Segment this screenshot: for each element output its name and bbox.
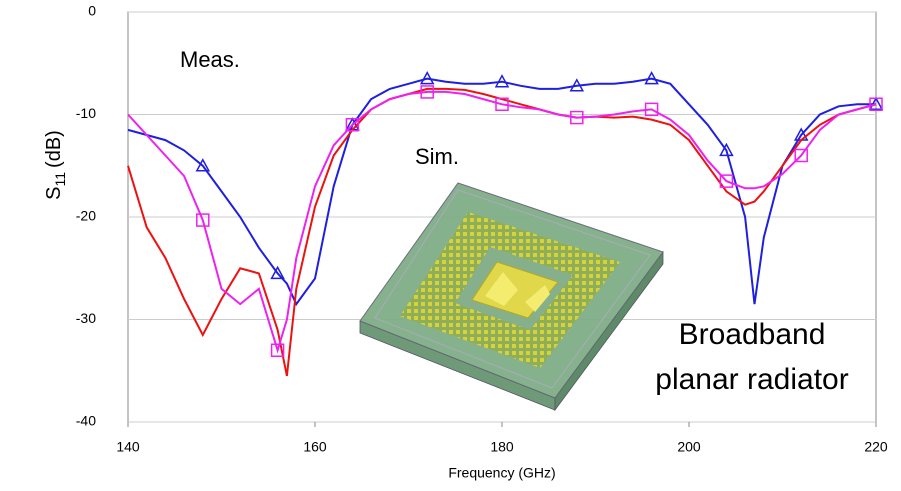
y-label-subscript: 11: [52, 172, 68, 187]
annotation: Meas.: [180, 47, 240, 72]
annotation: Broadband: [679, 318, 826, 351]
x-axis-label: Frequency (GHz): [448, 465, 555, 481]
y-tick-label: 0: [88, 3, 96, 19]
y-tick-label: -10: [76, 105, 96, 121]
y-tick-label: -40: [76, 413, 96, 429]
y-label-unit: (dB): [43, 130, 65, 168]
y-axis-label: S11 (dB): [43, 130, 67, 200]
annotation: planar radiator: [655, 363, 848, 396]
x-tick-label: 160: [303, 439, 327, 455]
chart: S11 (dB) Frequency (GHz) Meas. Sim. Broad…: [0, 0, 901, 491]
x-tick-label: 140: [116, 439, 140, 455]
y-tick-label: -20: [76, 208, 96, 224]
y-tick-label: -30: [76, 310, 96, 326]
x-tick-label: 220: [864, 439, 888, 455]
x-tick-label: 200: [677, 439, 701, 455]
x-tick-label: 180: [490, 439, 514, 455]
annotation: Sim.: [415, 144, 459, 169]
y-label-symbol: S: [43, 187, 65, 200]
